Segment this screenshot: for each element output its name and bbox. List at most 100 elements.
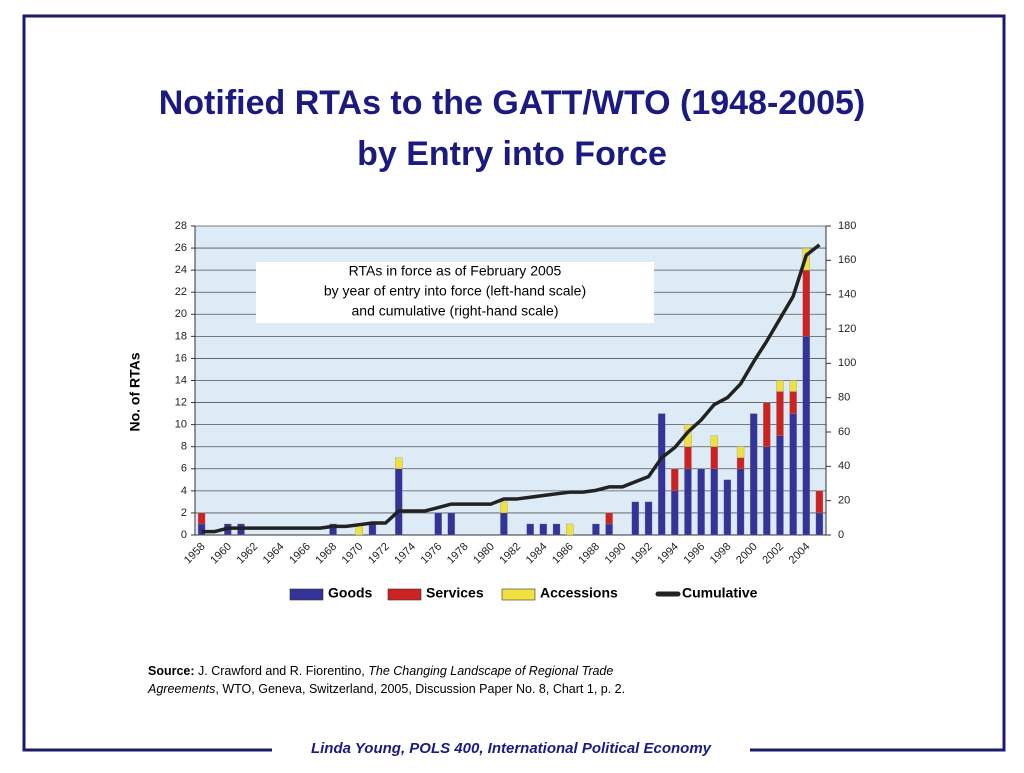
x-tick-label: 1988 xyxy=(576,541,602,567)
x-tick-label: 1964 xyxy=(261,541,287,567)
x-tick-label: 1958 xyxy=(182,541,208,567)
source-title: The Changing Landscape of Regional Trade xyxy=(368,664,613,678)
y-tick-label: 12 xyxy=(175,396,187,408)
y2-tick-label: 0 xyxy=(838,529,844,541)
bar-segment xyxy=(710,435,718,447)
footer-bg xyxy=(272,738,750,762)
bar-segment xyxy=(736,468,745,536)
y-tick-label: 28 xyxy=(175,220,187,232)
bar-segment xyxy=(776,391,784,436)
annotation: RTAs in force as of February 2005 xyxy=(349,263,562,279)
bar-segment xyxy=(723,479,732,536)
bar-segment xyxy=(197,523,206,536)
y2-tick-label: 100 xyxy=(838,357,856,369)
x-tick-label: 1982 xyxy=(497,541,523,567)
x-tick-label: 1992 xyxy=(629,541,655,567)
bar-segment xyxy=(395,468,403,536)
y-tick-label: 22 xyxy=(175,286,187,298)
y-tick-label: 26 xyxy=(175,242,187,254)
y2-tick-label: 20 xyxy=(838,495,850,507)
y-tick-label: 14 xyxy=(175,374,187,386)
y-tick-label: 20 xyxy=(175,308,187,320)
bar-segment xyxy=(526,523,534,536)
bar-segment xyxy=(447,512,455,536)
source-title: Agreements xyxy=(147,682,215,696)
bar-segment xyxy=(710,446,718,469)
bar-segment xyxy=(552,523,561,536)
bar-segment xyxy=(500,501,508,514)
footer: Linda Young, POLS 400, International Pol… xyxy=(311,740,712,757)
bar-segment xyxy=(684,446,692,469)
bar-segment xyxy=(605,523,613,536)
legend-swatch xyxy=(387,588,422,601)
bar-segment xyxy=(566,523,574,536)
y-tick-label: 18 xyxy=(175,330,187,342)
y2-tick-label: 160 xyxy=(838,254,856,266)
y-tick-label: 0 xyxy=(181,529,187,541)
bar-segment xyxy=(644,501,653,536)
bar-segment xyxy=(329,523,337,536)
y2-tick-label: 120 xyxy=(838,323,856,335)
y2-tick-label: 60 xyxy=(838,426,850,438)
y-tick-label: 10 xyxy=(175,419,187,431)
y-tick-label: 16 xyxy=(175,352,187,364)
bar-segment xyxy=(592,523,600,536)
bar-segment xyxy=(802,269,810,337)
legend-label: Services xyxy=(426,585,484,601)
bar-segment xyxy=(395,457,403,469)
x-tick-label: 1962 xyxy=(235,541,261,567)
y2-tick-label: 40 xyxy=(838,460,850,472)
title-line: Notified RTAs to the GATT/WTO (1948-2005… xyxy=(159,84,866,122)
x-tick-label: 1984 xyxy=(524,541,550,567)
bar-segment xyxy=(815,512,824,536)
x-tick-label: 1986 xyxy=(550,541,576,567)
bar-segment xyxy=(763,402,771,447)
legend-swatch xyxy=(289,588,324,601)
y-tick-label: 6 xyxy=(181,463,187,475)
bar-segment xyxy=(671,468,679,492)
y-tick-label: 8 xyxy=(181,441,187,453)
bar-segment xyxy=(815,490,824,514)
source-label: Source: xyxy=(148,664,195,678)
bar-segment xyxy=(697,468,705,536)
x-tick-label: 1966 xyxy=(287,541,313,567)
source-authors: J. Crawford and R. Fiorentino, xyxy=(198,664,365,678)
bar-segment xyxy=(736,446,745,458)
bar-segment xyxy=(605,512,613,525)
bar-segment xyxy=(500,512,508,536)
y2-tick-label: 140 xyxy=(838,289,856,301)
bar-segment xyxy=(434,512,442,536)
x-tick-label: 1994 xyxy=(655,541,681,567)
bar-segment xyxy=(750,413,758,536)
annotation-box xyxy=(256,262,654,323)
bar-segment xyxy=(631,501,640,536)
y2-tick-label: 180 xyxy=(838,220,856,232)
x-tick-label: 1998 xyxy=(708,541,734,567)
annotation: by year of entry into force (left-hand s… xyxy=(324,283,586,299)
bar-segment xyxy=(789,380,797,392)
bar-segment xyxy=(776,435,784,536)
x-tick-label: 1996 xyxy=(681,541,707,567)
cumulative-line xyxy=(201,243,821,534)
annotation: and cumulative (right-hand scale) xyxy=(352,303,559,319)
bar-segment xyxy=(789,413,797,536)
y-tick-label: 24 xyxy=(175,264,187,276)
x-tick-label: 2000 xyxy=(734,541,760,567)
legend-label: Goods xyxy=(328,585,373,601)
title-line: by Entry into Force xyxy=(357,135,667,173)
legend-label: Accessions xyxy=(540,585,618,601)
bar-segment xyxy=(776,380,784,392)
x-tick-label: 1972 xyxy=(366,541,392,567)
source: Agreements, WTO, Geneva, Switzerland, 20… xyxy=(147,682,625,696)
y-tick-label: 4 xyxy=(181,485,187,497)
x-tick-label: 1960 xyxy=(208,541,234,567)
source-rest: , WTO, Geneva, Switzerland, 2005, Discus… xyxy=(215,682,625,696)
y2-tick-label: 80 xyxy=(838,392,850,404)
bar-segment xyxy=(802,336,810,536)
x-tick-label: 1978 xyxy=(445,541,471,567)
x-tick-label: 2002 xyxy=(760,541,786,567)
bar-segment xyxy=(736,457,745,469)
source: Source: J. Crawford and R. Fiorentino, T… xyxy=(148,664,613,678)
bar-segment xyxy=(789,391,797,414)
